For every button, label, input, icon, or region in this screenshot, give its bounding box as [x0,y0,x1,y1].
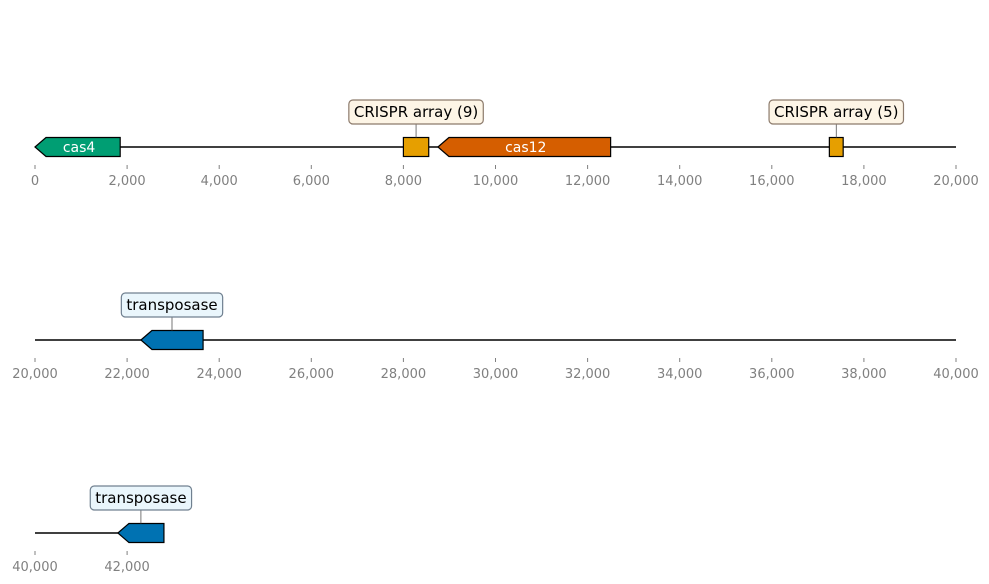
tick-label: 0 [31,174,39,189]
transposase-gene-1[interactable] [139,329,204,351]
crispr-array-2[interactable] [828,136,844,158]
tick-label: 30,000 [473,367,519,382]
tick-label: 18,000 [841,174,887,189]
cas12-gene[interactable] [437,136,612,158]
tick-label: 14,000 [657,174,703,189]
tick-label: 16,000 [749,174,795,189]
tick-label: 12,000 [565,174,611,189]
tick-label: 20,000 [12,367,58,382]
tick-label: 36,000 [749,367,795,382]
tick-label: 40,000 [933,367,979,382]
crispr-array-1-callout-label: CRISPR array (9) [354,103,478,121]
tick-label: 10,000 [473,174,519,189]
crispr-array-1-callout-box [348,99,484,125]
tick-label: 32,000 [565,367,611,382]
tick-label: 38,000 [841,367,887,382]
cas12-gene-label: cas12 [505,140,546,156]
tick-label: 24,000 [196,367,242,382]
crispr-array-2-callout-box [768,99,905,125]
cas4-gene[interactable] [34,136,121,158]
crispr-array-1[interactable] [402,136,430,158]
cas4-gene-label: cas4 [63,140,96,156]
transposase-gene-2-callout-box [89,485,193,511]
transposase-gene-1-callout-box [120,292,224,318]
tick-label: 40,000 [12,560,58,575]
tick-label: 6,000 [293,174,330,189]
track-2: 20,000 22,000 24,000 26,000 28,000 30,000 32,0… [12,292,979,382]
tick-label: 4,000 [201,174,238,189]
transposase-gene-2[interactable] [116,522,165,544]
tick-label: 28,000 [381,367,427,382]
track-1: 0 2,000 4,000 6,000 8,000 10,000 12,000 14,000 1… [31,99,979,189]
track-3: 40,000 42,000 transposase [12,485,193,575]
tick-label: 26,000 [289,367,335,382]
crispr-array-2-callout-label: CRISPR array (5) [774,103,898,121]
tick-label: 34,000 [657,367,703,382]
transposase-gene-1-callout-label: transposase [126,296,217,314]
tick-label: 22,000 [104,367,150,382]
transposase-gene-2-callout-label: transposase [95,489,186,507]
tick-label: 42,000 [104,560,150,575]
tick-label: 8,000 [385,174,422,189]
tick-label: 20,000 [933,174,979,189]
tick-label: 2,000 [108,174,145,189]
